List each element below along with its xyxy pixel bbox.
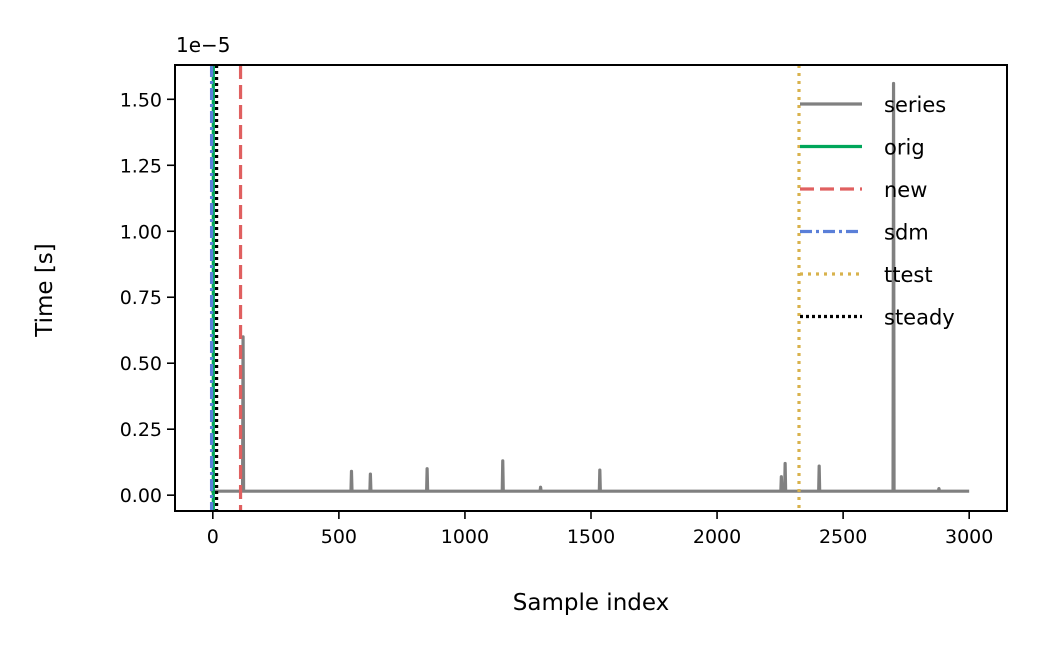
x-tick-label: 2000: [693, 526, 741, 548]
x-tick-label: 1000: [441, 526, 489, 548]
x-tick-label: 0: [207, 526, 219, 548]
y-tick-label: 1.50: [120, 89, 162, 111]
legend-label-new: new: [884, 178, 927, 202]
x-tick-label: 3000: [945, 526, 993, 548]
x-tick-label: 1500: [567, 526, 615, 548]
y-axis-label: Time [s]: [32, 243, 58, 338]
legend-label-steady: steady: [884, 306, 955, 330]
plot-area: [209, 65, 970, 511]
legend-label-series: series: [884, 93, 946, 117]
y-tick-label: 1.25: [120, 155, 162, 177]
x-tick-label: 2500: [819, 526, 867, 548]
y-offset-label: 1e−5: [176, 33, 231, 57]
x-tick-label: 500: [321, 526, 357, 548]
legend-label-sdm: sdm: [884, 221, 929, 245]
y-tick-label: 0.75: [120, 287, 162, 309]
legend: series orig new sdm ttest steady: [800, 93, 955, 330]
legend-label-orig: orig: [884, 136, 925, 160]
x-axis-label: Sample index: [513, 590, 669, 616]
axes: 0 500 1000 1500 2000 2500 3000 0.00 0.25 0.50 0.75…: [120, 64, 1008, 548]
y-tick-label: 0.00: [120, 485, 162, 507]
y-tick-label: 0.25: [120, 419, 162, 441]
legend-label-ttest: ttest: [884, 263, 933, 287]
y-tick-label: 0.50: [120, 353, 162, 375]
series-line: [210, 81, 970, 493]
y-tick-label: 1.00: [120, 221, 162, 243]
